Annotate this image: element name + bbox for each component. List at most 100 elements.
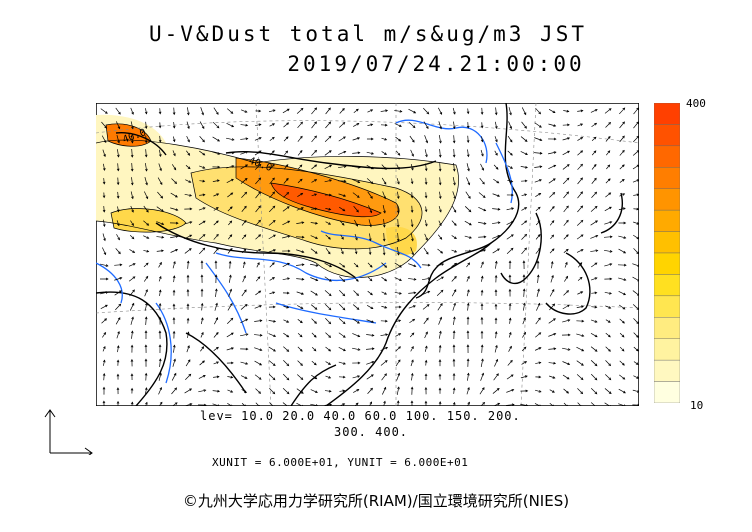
wind-arrow (424, 346, 428, 352)
wind-arrow (507, 165, 513, 169)
wind-arrow (563, 205, 569, 213)
dust-wind-map: 40.0 40.0 (96, 103, 639, 406)
wind-arrow-head (481, 358, 484, 362)
wind-arrow (143, 235, 149, 239)
wind-arrow-head (146, 209, 149, 213)
wind-arrow-head (130, 330, 134, 334)
wind-arrow (548, 348, 556, 350)
wind-arrow-head (217, 404, 220, 406)
wind-arrow (381, 177, 387, 185)
wind-arrow (102, 233, 106, 241)
wind-arrow (240, 361, 248, 365)
wind-arrow-head (202, 360, 205, 364)
wind-arrow (591, 136, 597, 142)
wind-arrow (422, 304, 430, 310)
wind-arrow (380, 334, 388, 336)
wind-arrow (311, 107, 317, 115)
wind-arrow (144, 177, 148, 185)
wind-arrow-head (258, 219, 261, 223)
wind-arrow (324, 404, 332, 406)
wind-arrow (338, 303, 346, 311)
wind-arrow (355, 248, 357, 254)
wind-arrow (311, 193, 317, 197)
wind-arrow-head (132, 263, 136, 266)
wind-arrow-head (539, 404, 542, 406)
wind-arrow-head (172, 317, 176, 320)
wind-arrow (131, 163, 133, 171)
wind-arrow (227, 248, 233, 254)
wind-arrow-head (356, 293, 360, 296)
wind-arrow (423, 317, 429, 325)
wind-arrow (633, 248, 639, 254)
wind-arrow (173, 121, 175, 129)
wind-arrow (227, 389, 233, 393)
wind-arrow (338, 151, 346, 155)
wind-arrow-head (286, 108, 290, 112)
wind-arrow (506, 234, 514, 240)
wind-arrow-head (216, 179, 220, 183)
wind-arrow-head (579, 262, 583, 265)
wind-arrow-head (159, 386, 163, 390)
wind-arrow-head (439, 237, 443, 240)
wind-arrow (324, 276, 332, 282)
wind-arrow-head (357, 321, 360, 324)
wind-arrow-head (609, 235, 613, 239)
wind-arrow (381, 276, 387, 282)
wind-arrow-head (482, 401, 486, 405)
legend-color-cell (654, 188, 680, 211)
wind-arrow-head (259, 348, 263, 352)
wind-arrow (240, 138, 248, 140)
wind-arrow-head (272, 191, 275, 195)
wind-arrow-head (231, 138, 235, 141)
wind-arrow (632, 389, 639, 393)
wind-arrow (549, 206, 555, 212)
wind-arrow (619, 193, 625, 197)
wind-arrow-head (103, 331, 107, 335)
wind-arrow (604, 249, 612, 253)
wind-arrow-head (438, 196, 442, 200)
wind-arrow-head (410, 386, 414, 390)
wind-arrow-head (398, 319, 402, 323)
wind-arrow-head (299, 178, 303, 182)
wind-arrow (492, 222, 500, 224)
wind-arrow (296, 291, 304, 295)
wind-arrow-head (230, 390, 234, 393)
wind-arrow-head (117, 223, 120, 227)
wind-arrow-head (383, 181, 387, 185)
wind-arrow (478, 249, 486, 253)
wind-arrow (591, 178, 597, 184)
wind-arrow (522, 332, 526, 338)
wind-arrow-head (551, 274, 554, 278)
wind-arrow-head (301, 221, 305, 225)
wind-arrow-head (581, 348, 585, 352)
wind-arrow (410, 247, 414, 255)
wind-arrow-head (609, 250, 613, 253)
wind-arrow-head (565, 234, 569, 237)
wind-arrow-head (369, 401, 372, 405)
wind-arrow-head (216, 112, 219, 115)
wind-arrow (478, 206, 486, 212)
wind-arrow (522, 317, 526, 325)
wind-arrow (396, 178, 400, 184)
wind-arrow-head (383, 196, 386, 200)
wind-arrow (381, 305, 387, 309)
wind-arrow-head (145, 289, 148, 292)
wind-arrow (310, 248, 318, 254)
wind-arrow (590, 262, 598, 268)
wind-arrow-head (370, 137, 374, 141)
wind-arrow-head (567, 304, 570, 308)
wind-arrow-head (494, 274, 498, 278)
wind-arrow (339, 390, 345, 392)
wind-arrow-head (508, 317, 512, 321)
wind-arrow-head (580, 205, 584, 209)
wind-arrow-head (439, 330, 442, 334)
wind-arrow (354, 402, 359, 406)
wind-arrow-head (329, 179, 333, 182)
wind-arrow (159, 358, 161, 368)
wind-arrow (466, 387, 470, 395)
wind-arrow (576, 374, 584, 380)
wind-arrow (255, 205, 261, 213)
wind-arrow-head (172, 289, 176, 293)
vector-scale-axes (44, 409, 93, 455)
wind-arrow-head (259, 305, 262, 308)
